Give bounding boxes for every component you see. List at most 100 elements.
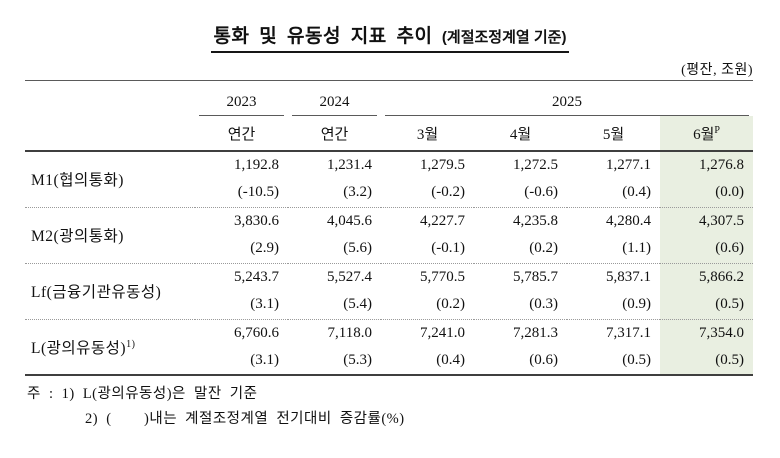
row-label: L(광의유동성)1) [25, 319, 195, 376]
table-body: M1(협의통화) 1,192.8 (-10.5) 1,231.4 (3.2) 1,279.… [25, 151, 753, 376]
level-value: 5,243.7 [234, 269, 279, 285]
note-line-1: 주 : 1) L(광의유동성)은 말잔 기준 [27, 386, 258, 402]
value-cell: 4,307.5 (0.6) [660, 207, 753, 264]
growth-rate: (1.1) [622, 240, 651, 256]
level-value: 7,354.0 [699, 324, 744, 341]
growth-rate: (0.5) [715, 296, 744, 312]
value-cell: 1,277.1 (0.4) [567, 151, 660, 208]
year-2023-header: 2023 [195, 81, 288, 116]
level-value: 7,241.0 [420, 324, 465, 341]
growth-rate: (0.6) [715, 240, 744, 256]
row-label: M1(협의통화) [25, 151, 195, 208]
value-cell: 4,227.7 (-0.1) [381, 207, 474, 264]
level-value: 5,866.2 [699, 269, 744, 285]
growth-rate: (3.2) [343, 184, 372, 201]
growth-rate: (-0.6) [524, 184, 558, 201]
growth-rate: (3.1) [250, 351, 279, 368]
level-value: 6,760.6 [234, 324, 279, 341]
table-row: Lf(금융기관유동성) 5,243.7 (3.1) 5,527.4 (5.4) 5,770… [25, 263, 753, 320]
growth-rate: (0.2) [529, 240, 558, 256]
level-value: 1,272.5 [513, 157, 558, 174]
level-value: 5,785.7 [513, 269, 558, 285]
level-value: 4,045.6 [327, 213, 372, 229]
value-cell: 1,272.5 (-0.6) [474, 151, 567, 208]
value-cell: 5,837.1 (0.9) [567, 263, 660, 320]
growth-rate: (0.4) [436, 351, 465, 368]
indicator-table: 2023 2024 2025 연간 연간 3월 4월 5월 6월P M1(협의통… [25, 80, 753, 376]
level-value: 7,118.0 [327, 324, 372, 341]
table-row: L(광의유동성)1) 6,760.6 (3.1) 7,118.0 (5.3) 7,241.… [25, 319, 753, 376]
header-blank-cell [25, 81, 195, 117]
growth-rate: (0.9) [622, 296, 651, 312]
value-cell: 1,231.4 (3.2) [288, 151, 381, 208]
level-value: 1,231.4 [327, 157, 372, 174]
level-value: 7,317.1 [606, 324, 651, 341]
value-cell: 4,045.6 (5.6) [288, 207, 381, 264]
row-label: Lf(금융기관유동성) [25, 263, 195, 320]
value-cell: 5,243.7 (3.1) [195, 263, 288, 320]
unit-note: (평잔, 조원) [681, 63, 753, 78]
preliminary-superscript: P [714, 124, 720, 136]
value-cell: 1,192.8 (-10.5) [195, 151, 288, 208]
subheader-row: 연간 연간 3월 4월 5월 6월P [25, 116, 753, 152]
growth-rate: (-0.1) [431, 240, 465, 256]
growth-rate: (5.3) [343, 351, 372, 368]
growth-rate: (0.5) [622, 351, 651, 368]
growth-rate: (0.5) [715, 351, 744, 368]
subheader-blank-cell [25, 116, 195, 152]
level-value: 4,227.7 [420, 213, 465, 229]
growth-rate: (0.2) [436, 296, 465, 312]
title-text: 통화 및 유동성 지표 추이 [213, 26, 433, 47]
year-header-row: 2023 2024 2025 [25, 81, 753, 117]
note-line-2: 2) ( )내는 계절조정계열 전기대비 증감률(%) [85, 411, 405, 427]
page-title: 통화 및 유동성 지표 추이 (계절조정계열 기준) [0, 0, 780, 53]
value-cell: 7,317.1 (0.5) [567, 319, 660, 376]
level-value: 1,276.8 [699, 157, 744, 174]
value-cell: 4,235.8 (0.2) [474, 207, 567, 264]
growth-rate: (0.6) [529, 351, 558, 368]
subheader-may: 5월 [567, 116, 660, 152]
value-cell: 5,785.7 (0.3) [474, 263, 567, 320]
level-value: 5,527.4 [327, 269, 372, 285]
footnote-ref-superscript: 1) [126, 338, 136, 350]
year-2024-header: 2024 [288, 81, 381, 116]
level-value: 4,280.4 [606, 213, 651, 229]
growth-rate: (0.3) [529, 296, 558, 312]
subheader-march: 3월 [381, 116, 474, 152]
growth-rate: (0.4) [622, 184, 651, 201]
title-underline: 통화 및 유동성 지표 추이 (계절조정계열 기준) [210, 21, 570, 53]
subheader-april: 4월 [474, 116, 567, 152]
value-cell: 6,760.6 (3.1) [195, 319, 288, 376]
row-label: M2(광의통화) [25, 207, 195, 264]
level-value: 5,837.1 [606, 269, 651, 285]
level-value: 4,307.5 [699, 213, 744, 229]
level-value: 3,830.6 [234, 213, 279, 229]
level-value: 5,770.5 [420, 269, 465, 285]
subheader-june-preliminary: 6월P [660, 116, 753, 152]
value-cell: 7,118.0 (5.3) [288, 319, 381, 376]
year-2025-header: 2025 [381, 81, 753, 116]
value-cell: 5,527.4 (5.4) [288, 263, 381, 320]
growth-rate: (5.4) [343, 296, 372, 312]
growth-rate: (3.1) [250, 296, 279, 312]
title-qualifier: (계절조정계열 기준) [441, 29, 567, 46]
table-row: M2(광의통화) 3,830.6 (2.9) 4,045.6 (5.6) 4,227.7 (… [25, 207, 753, 264]
level-value: 1,192.8 [234, 157, 279, 174]
level-value: 4,235.8 [513, 213, 558, 229]
value-cell: 1,276.8 (0.0) [660, 151, 753, 208]
value-cell: 5,770.5 (0.2) [381, 263, 474, 320]
subheader-annual-2024: 연간 [288, 116, 381, 152]
value-cell: 1,279.5 (-0.2) [381, 151, 474, 208]
growth-rate: (-0.2) [431, 184, 465, 201]
growth-rate: (5.6) [343, 240, 372, 256]
value-cell: 7,354.0 (0.5) [660, 319, 753, 376]
level-value: 7,281.3 [513, 324, 558, 341]
footnotes: 주 : 1) L(광의유동성)은 말잔 기준 2) ( )내는 계절조정계열 전… [27, 382, 780, 428]
growth-rate: (2.9) [250, 240, 279, 256]
growth-rate: (-10.5) [237, 184, 279, 201]
value-cell: 7,241.0 (0.4) [381, 319, 474, 376]
level-value: 1,279.5 [420, 157, 465, 174]
value-cell: 3,830.6 (2.9) [195, 207, 288, 264]
value-cell: 4,280.4 (1.1) [567, 207, 660, 264]
table-row: M1(협의통화) 1,192.8 (-10.5) 1,231.4 (3.2) 1,279.… [25, 151, 753, 208]
